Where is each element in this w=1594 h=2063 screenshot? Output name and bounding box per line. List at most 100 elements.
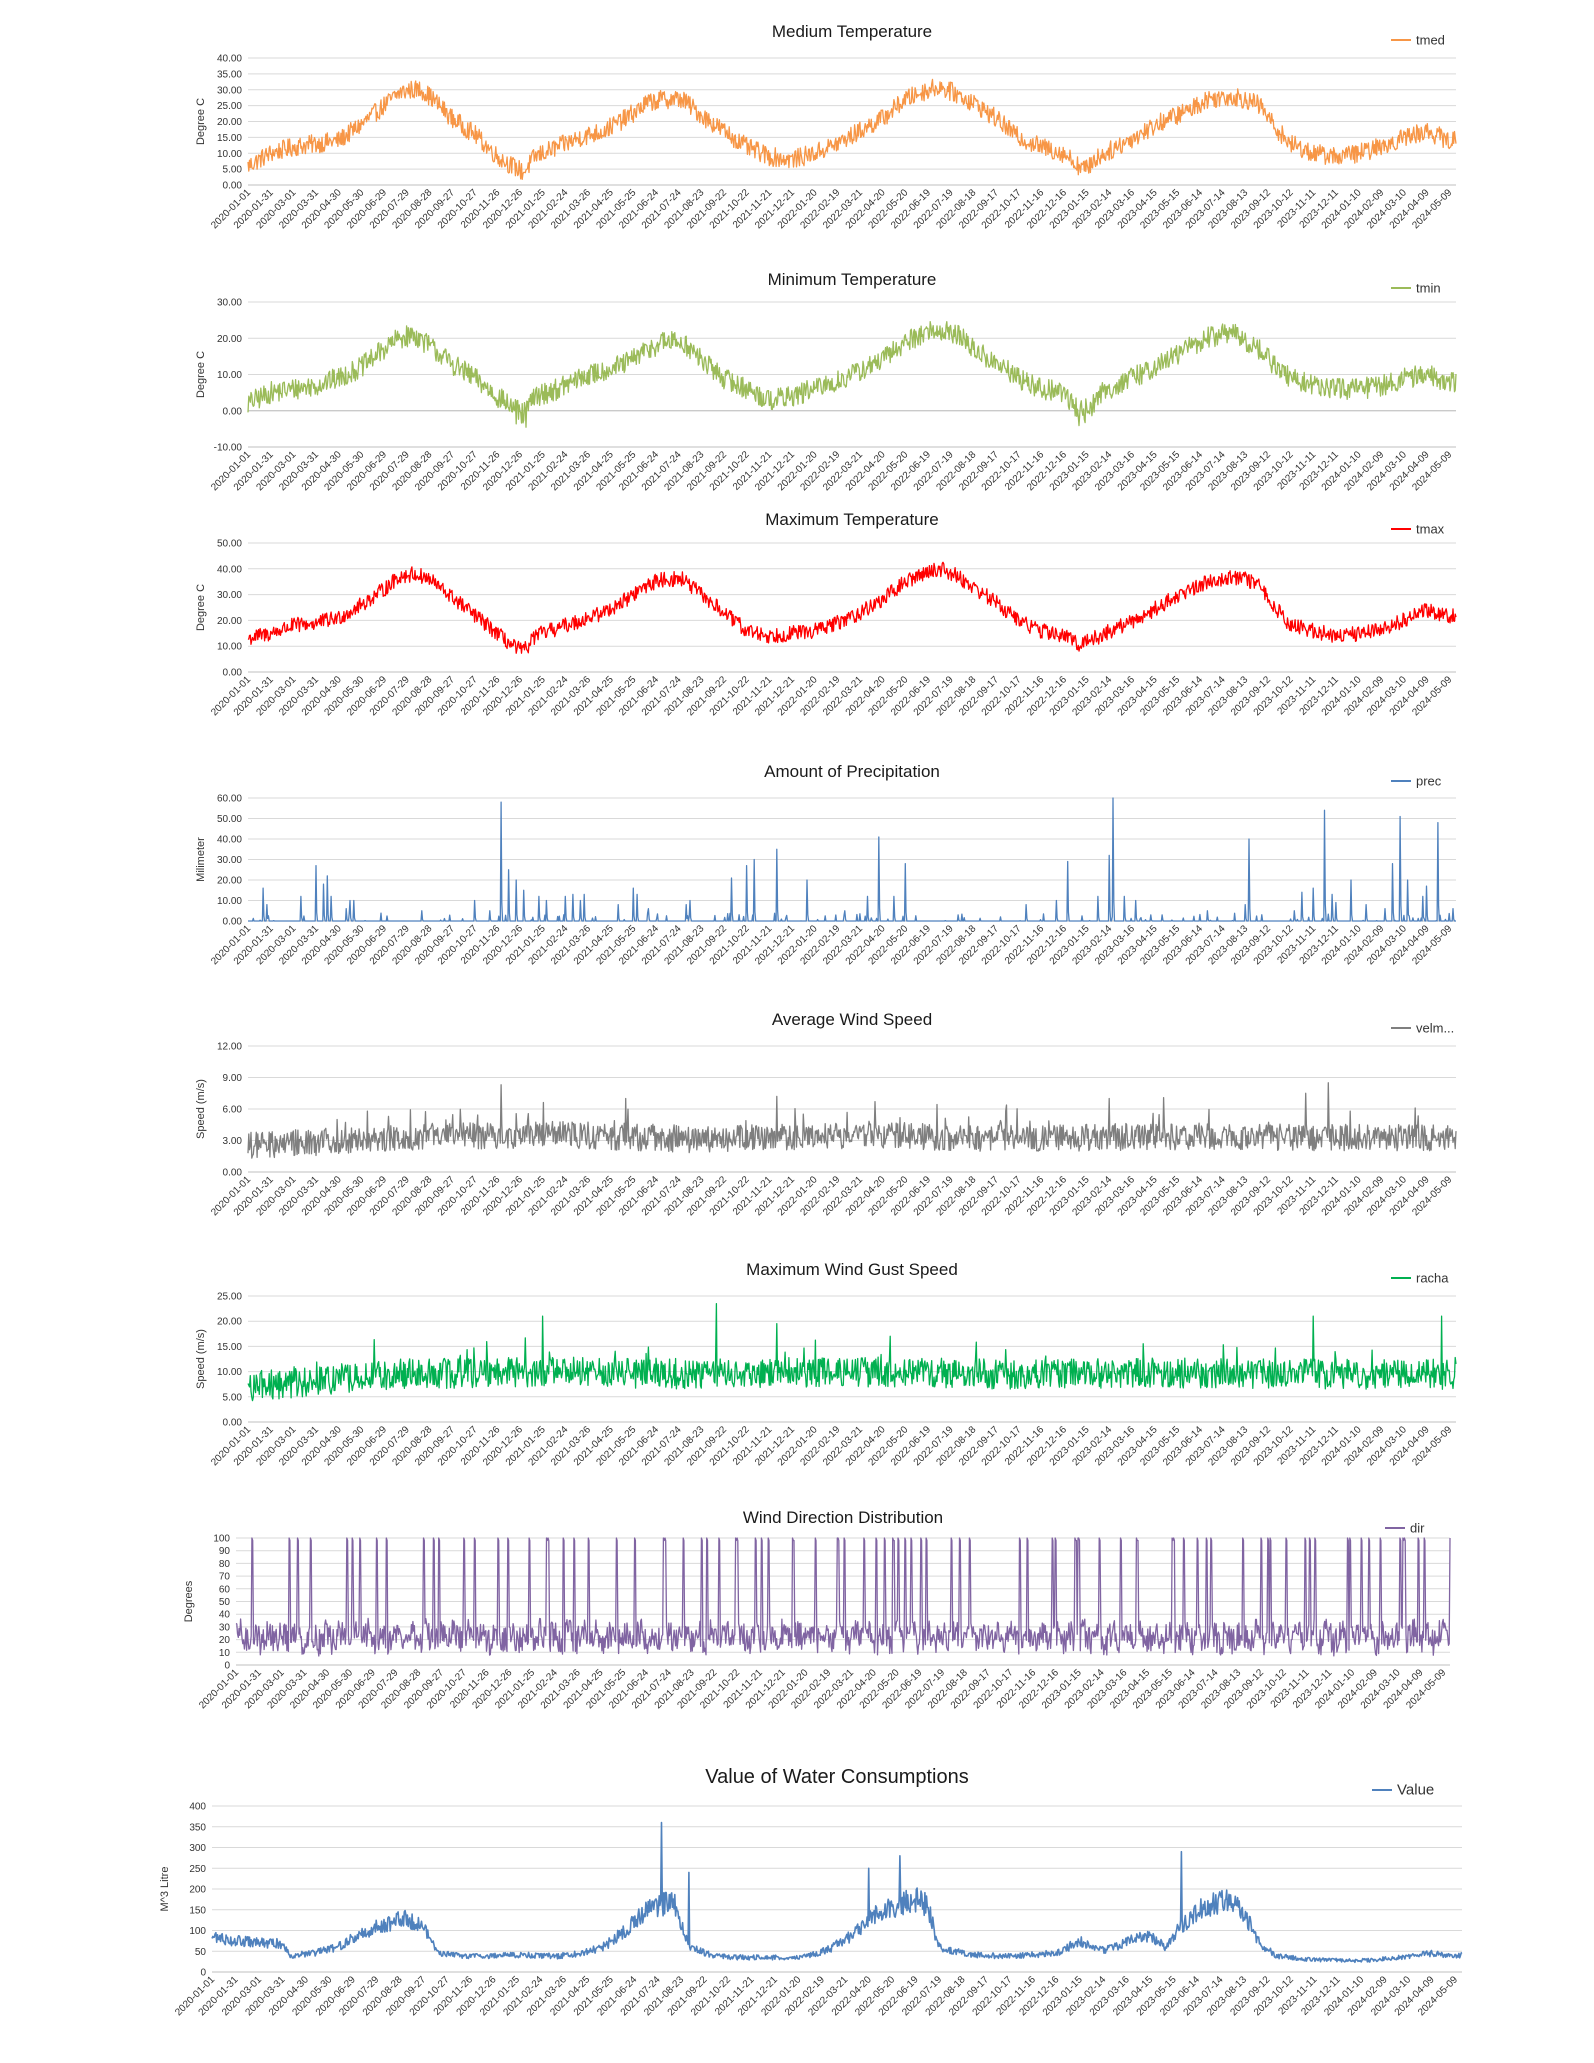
y-tick-label: 5.00 [223, 1392, 243, 1403]
y-tick-label: 100 [213, 1534, 230, 1545]
y-tick-label: 40.00 [217, 564, 242, 575]
y-tick-label: 9.00 [223, 1073, 243, 1084]
chart-title: Maximum Temperature [765, 510, 939, 529]
legend-label: tmax [1416, 522, 1445, 537]
chart-title: Value of Water Consumptions [705, 1766, 968, 1788]
y-tick-label: 20.00 [217, 616, 242, 627]
y-tick-label: 30.00 [217, 855, 242, 866]
series-line-tmed [247, 78, 1457, 181]
y-tick-label: 10.00 [217, 1367, 242, 1378]
series-line-prec [248, 797, 1456, 922]
y-tick-label: 0 [224, 1661, 230, 1672]
y-axis-label: Degree C [195, 98, 207, 145]
chart-prec: Amount of Precipitation 0.00 10.00 20.00 30.… [195, 762, 1456, 967]
y-tick-label: 15.00 [217, 133, 242, 144]
y-tick-label: 40.00 [217, 54, 242, 65]
y-tick-label: 40 [219, 1610, 231, 1621]
chart-title: Medium Temperature [772, 22, 932, 41]
y-axis-label: Degree C [195, 584, 207, 631]
chart-title: Minimum Temperature [768, 270, 937, 289]
y-tick-label: 60.00 [217, 794, 242, 805]
y-tick-label: 15.00 [217, 1342, 242, 1353]
series-line-value [211, 1821, 1463, 1964]
y-tick-label: 50.00 [217, 814, 242, 825]
chart-tmax: Maximum Temperature 0.00 10.00 20.00 30.00 40… [195, 510, 1457, 718]
legend-label: tmin [1416, 281, 1441, 296]
y-tick-label: 250 [189, 1864, 206, 1875]
y-tick-label: 0.00 [223, 406, 243, 417]
y-tick-label: 50.00 [217, 539, 242, 550]
y-tick-label: 5.00 [223, 165, 243, 176]
chart-tmed: Medium Temperature 0.00 5.00 10.00 15.00 20.0… [195, 22, 1457, 231]
chart-title: Wind Direction Distribution [743, 1508, 943, 1527]
chart-title: Maximum Wind Gust Speed [746, 1260, 958, 1279]
y-tick-label: 3.00 [223, 1136, 243, 1147]
y-tick-label: 0.00 [223, 668, 243, 679]
chart-racha: Maximum Wind Gust Speed 0.00 5.00 10.00 15.0… [195, 1260, 1457, 1468]
chart-velm: Average Wind Speed 0.00 3.00 6.00 9.00 12.00 S… [195, 1010, 1457, 1218]
y-tick-label: 80 [219, 1559, 231, 1570]
y-tick-label: 200 [189, 1885, 206, 1896]
y-tick-label: 25.00 [217, 1292, 242, 1303]
legend-label: racha [1416, 1271, 1449, 1286]
y-tick-label: 35.00 [217, 69, 242, 80]
y-tick-label: 30 [219, 1622, 231, 1633]
chart-title: Amount of Precipitation [764, 762, 940, 781]
series-line-racha [247, 1302, 1457, 1402]
legend-label: prec [1416, 774, 1442, 789]
y-tick-label: 6.00 [223, 1105, 243, 1116]
y-tick-label: 30.00 [217, 590, 242, 601]
y-axis-label: Milimeter [195, 837, 207, 882]
y-tick-label: 0.00 [223, 917, 243, 928]
chart-value: Value of Water Consumptions 0 50 100 150 200 2… [159, 1766, 1463, 2018]
y-tick-label: 10 [219, 1648, 231, 1659]
y-tick-label: 30.00 [217, 85, 242, 96]
y-tick-label: 70 [219, 1572, 231, 1583]
y-tick-label: 20.00 [217, 876, 242, 887]
series-line-dir [235, 1537, 1451, 1657]
y-tick-label: 90 [219, 1546, 231, 1557]
y-axis-label: Speed (m/s) [195, 1329, 207, 1389]
y-tick-label: 12.00 [217, 1042, 242, 1053]
y-tick-label: 0 [200, 1968, 206, 1979]
y-tick-label: 0.00 [223, 181, 243, 192]
y-tick-label: 10.00 [217, 642, 242, 653]
legend-label: velm... [1416, 1021, 1454, 1036]
y-tick-label: 0.00 [223, 1418, 243, 1429]
y-axis-label: M^3 Litre [159, 1867, 171, 1912]
y-tick-label: -10.00 [214, 443, 243, 454]
y-axis-label: Speed (m/s) [195, 1079, 207, 1139]
y-tick-label: 60 [219, 1584, 231, 1595]
y-tick-label: 300 [189, 1843, 206, 1854]
y-axis-label: Degrees [183, 1580, 195, 1622]
legend-label: dir [1410, 1521, 1425, 1536]
y-tick-label: 20 [219, 1635, 231, 1646]
legend-label: tmed [1416, 33, 1445, 48]
y-tick-label: 30.00 [217, 298, 242, 309]
y-tick-label: 40.00 [217, 835, 242, 846]
y-tick-label: 10.00 [217, 370, 242, 381]
y-tick-label: 150 [189, 1905, 206, 1916]
chart-tmin: Minimum Temperature -10.00 0.00 10.00 20.00 3… [195, 270, 1457, 493]
y-tick-label: 20.00 [217, 117, 242, 128]
y-tick-label: 20.00 [217, 334, 242, 345]
series-line-tmin [247, 321, 1457, 428]
y-tick-label: 0.00 [223, 1168, 243, 1179]
y-tick-label: 10.00 [217, 896, 242, 907]
y-tick-label: 20.00 [217, 1317, 242, 1328]
y-tick-label: 50 [195, 1947, 207, 1958]
y-tick-label: 10.00 [217, 149, 242, 160]
series-line-tmax [247, 561, 1457, 654]
y-axis-label: Degree C [195, 351, 207, 398]
y-tick-label: 100 [189, 1926, 206, 1937]
y-tick-label: 50 [219, 1597, 231, 1608]
y-tick-label: 25.00 [217, 101, 242, 112]
series-line-velm [247, 1082, 1457, 1159]
chart-title: Average Wind Speed [772, 1010, 932, 1029]
y-tick-label: 350 [189, 1822, 206, 1833]
legend-label: Value [1397, 1782, 1434, 1799]
y-tick-label: 400 [189, 1802, 206, 1813]
